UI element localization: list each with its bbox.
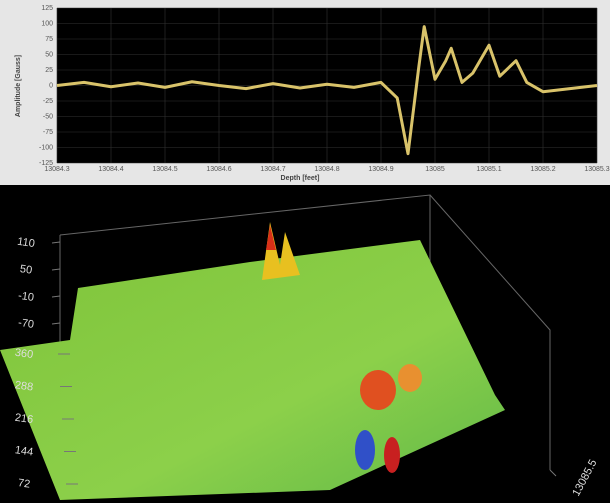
y-tick-label: 75 xyxy=(45,36,53,43)
y-tick-label: 100 xyxy=(41,20,53,27)
x-tick-label: 13084.3 xyxy=(44,166,69,173)
surface-hotspot xyxy=(398,364,422,392)
x-axis-title: Depth [feet] xyxy=(281,175,320,182)
x-tick-label: 13085.3 xyxy=(584,166,609,173)
y-axis-title: Amplitude [Gauss] xyxy=(15,55,22,117)
y-tick-label: 125 xyxy=(41,5,53,12)
z-tick-label: -70 xyxy=(17,317,34,331)
z-tick-label: 110 xyxy=(16,236,35,250)
x-tick-label: 13085.2 xyxy=(530,166,555,173)
y-tick-label: 288 xyxy=(14,379,34,393)
x-tick-label: 13084.4 xyxy=(98,166,123,173)
surface-hotspot xyxy=(384,437,400,473)
surface-hotspot xyxy=(360,370,396,410)
x-tick-label: 13084.5 xyxy=(152,166,177,173)
y-tick-label: 216 xyxy=(14,412,34,426)
y-tick-label: 72 xyxy=(17,477,31,491)
y-tick-label: -100 xyxy=(39,144,53,151)
x-tick-label: 13085 xyxy=(425,166,445,173)
surface-coldspot xyxy=(355,430,375,470)
z-tick-label: 50 xyxy=(19,263,33,277)
y-tick-label: 25 xyxy=(45,67,53,74)
x-tick-label: 13084.6 xyxy=(206,166,231,173)
y-tick-label: -25 xyxy=(43,98,53,105)
y-tick-label: -75 xyxy=(43,129,53,136)
y-tick-label: 360 xyxy=(14,347,34,361)
y-tick-label: -50 xyxy=(43,113,53,120)
chart: Depth [feet] Amplitude [Gauss] 125 100 75 5… xyxy=(0,0,610,503)
y-tick-label: 0 xyxy=(49,82,53,89)
x-tick-label: 13084.8 xyxy=(314,166,339,173)
z-tick-label: -10 xyxy=(17,290,34,304)
y-tick-label: 50 xyxy=(45,51,53,58)
y-tick-label: 144 xyxy=(14,444,34,458)
x-tick-label: 13085.1 xyxy=(476,166,501,173)
x-tick-label: 13084.7 xyxy=(260,166,285,173)
x-tick-label: 13084.9 xyxy=(368,166,393,173)
page: {"chart_data": [ {"type": "line", "x_lab… xyxy=(0,0,610,503)
